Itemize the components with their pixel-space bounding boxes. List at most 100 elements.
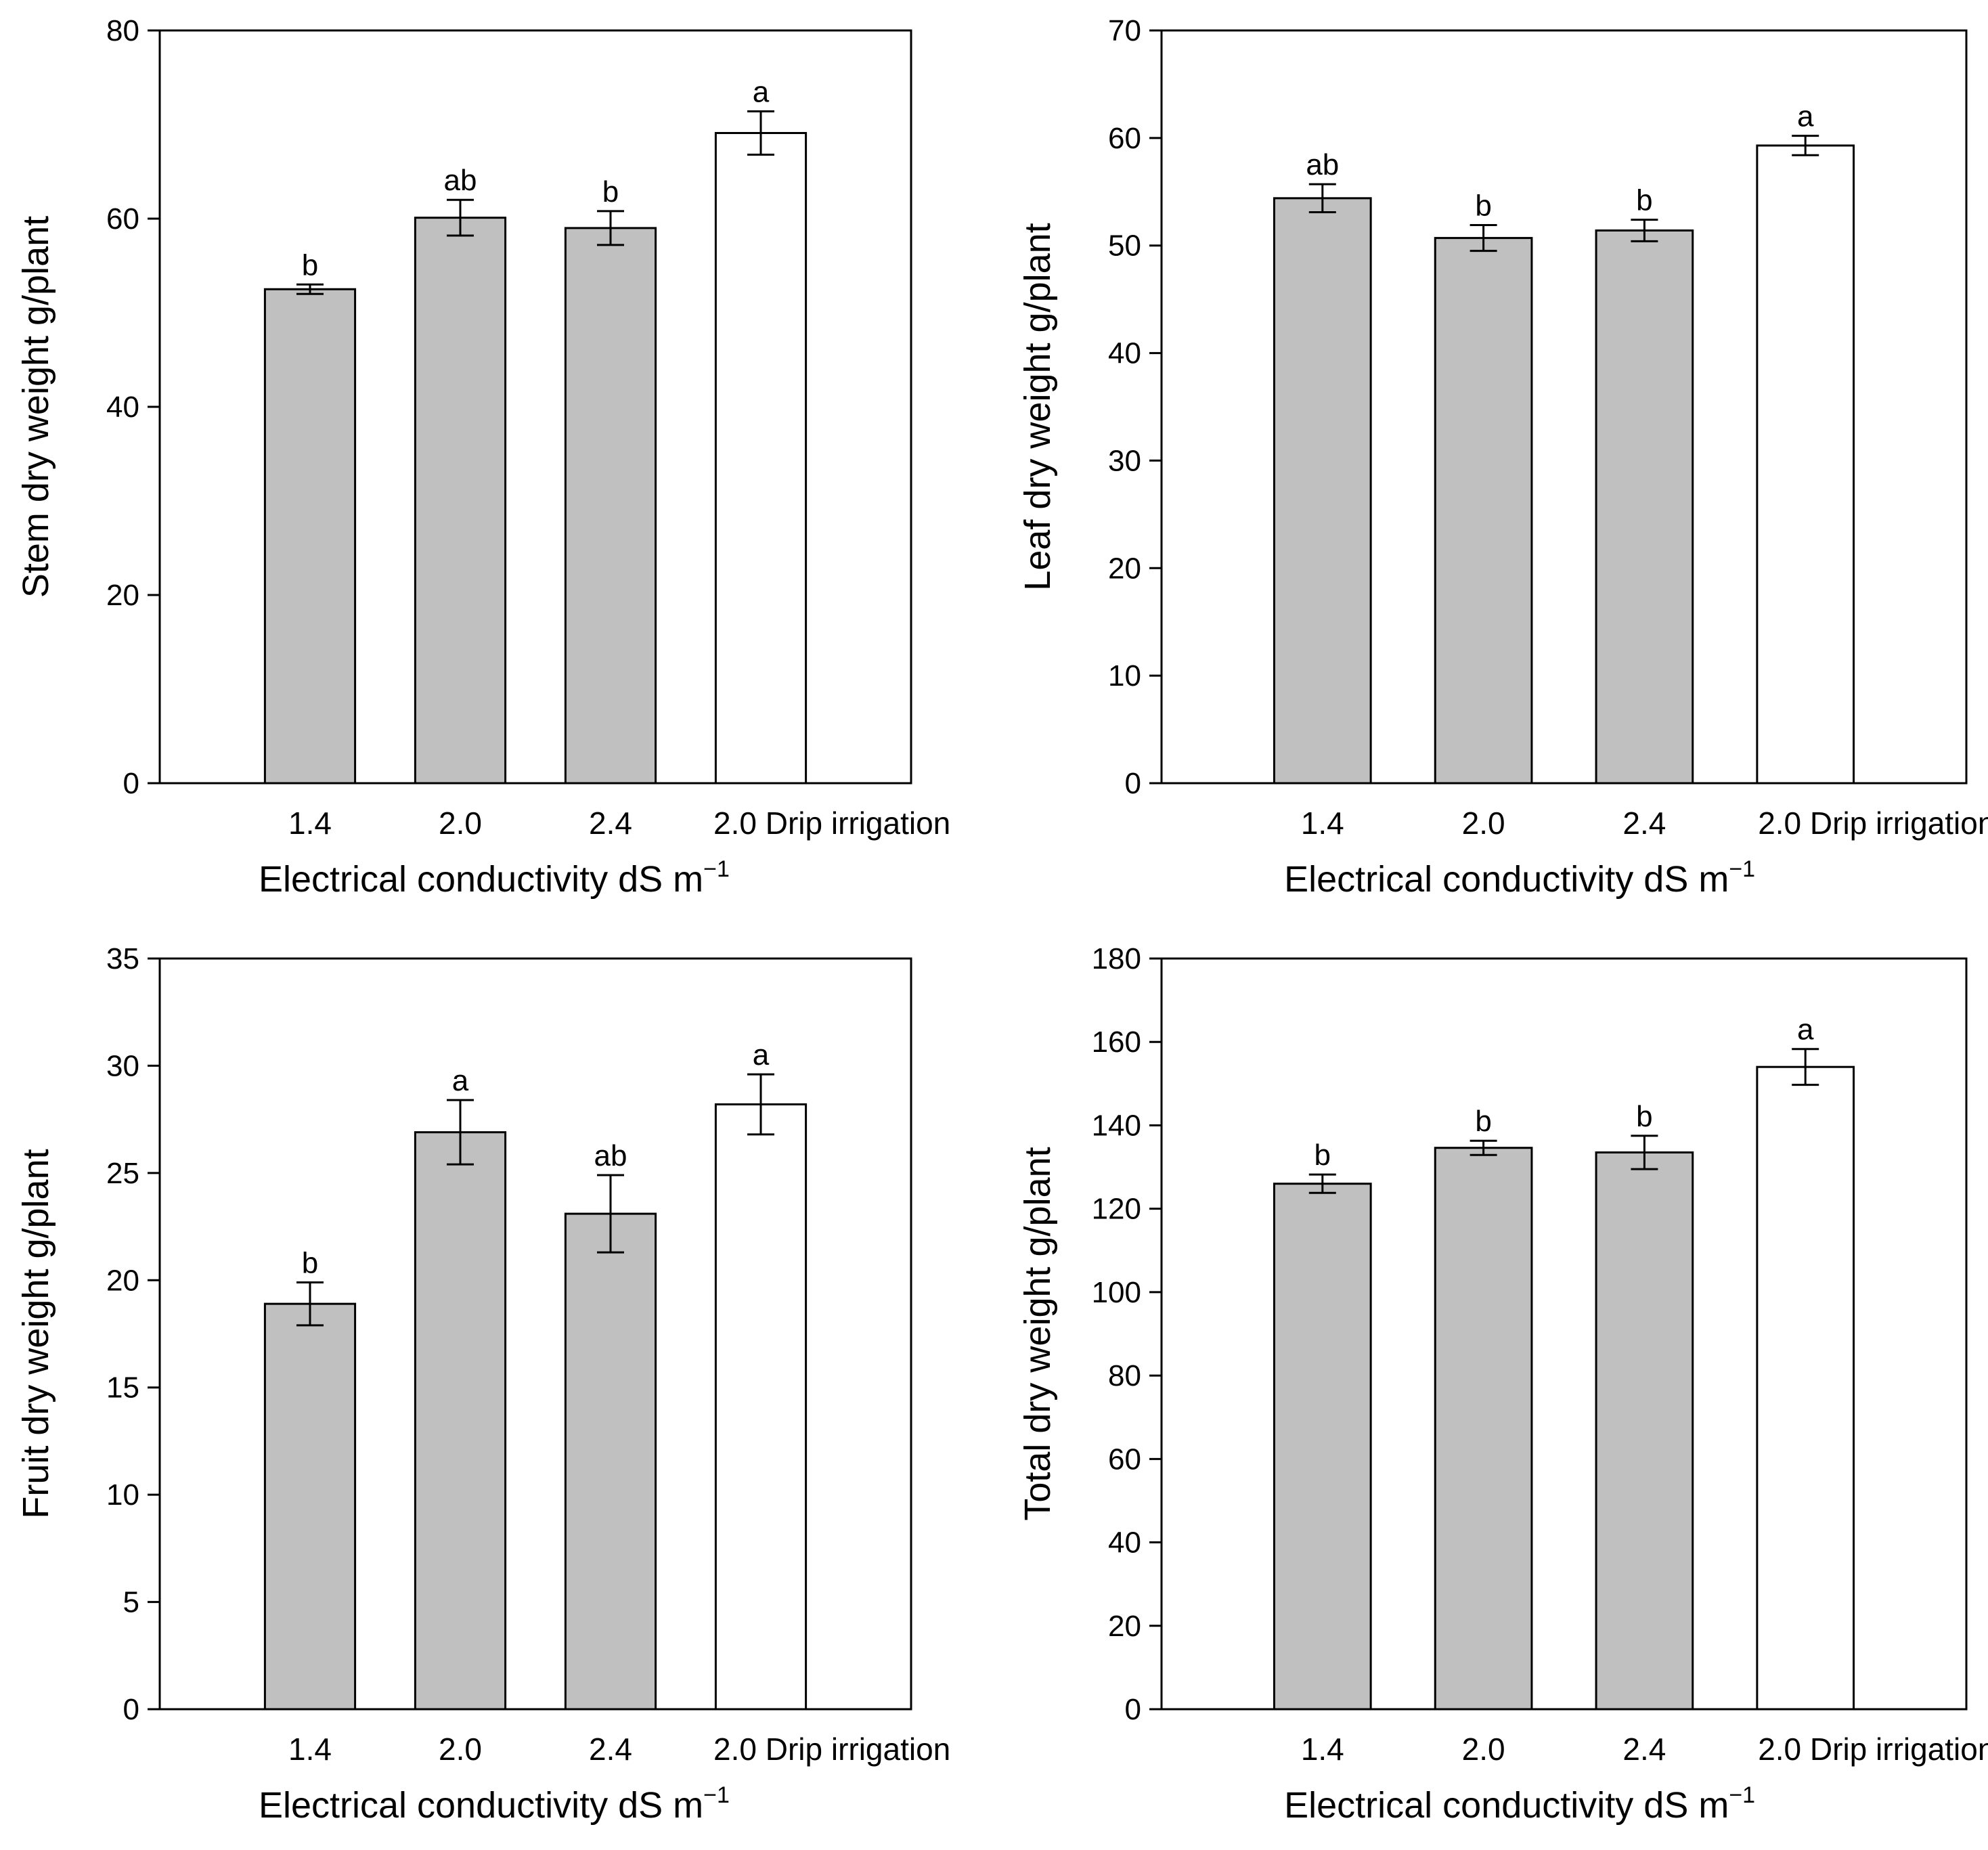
x-tick-label: 1.4	[288, 806, 332, 841]
plot-frame	[1160, 29, 1968, 785]
x-tick-label: 2.0	[1462, 1732, 1505, 1767]
x-tick-label: 2.4	[589, 806, 632, 841]
y-tick-label: 50	[1108, 229, 1141, 263]
x-tick-label: 2.0	[439, 806, 482, 841]
y-axis-title: Stem dry weight g/plant	[16, 216, 56, 598]
x-tick-label: 2.0 Drip irrigation	[713, 806, 950, 841]
bar	[1756, 144, 1855, 785]
significance-letter: a	[452, 1064, 469, 1097]
y-tick-label: 40	[1108, 1526, 1141, 1560]
error-bar	[747, 110, 774, 156]
x-tick-label: 2.4	[589, 1732, 632, 1767]
error-bar	[1792, 1048, 1819, 1086]
y-tick-label: 25	[106, 1157, 139, 1190]
y-tick-label: 160	[1092, 1026, 1141, 1059]
significance-letter: b	[1475, 190, 1491, 223]
significance-letter: b	[1475, 1105, 1491, 1138]
x-tick-label: 2.4	[1622, 806, 1666, 841]
bar	[714, 132, 808, 785]
y-axis-title: Fruit dry weight g/plant	[16, 1149, 56, 1518]
y-tick-label: 0	[123, 767, 139, 800]
significance-letter: ab	[1306, 148, 1339, 181]
y-tick-label: 10	[1108, 659, 1141, 692]
significance-letter: ab	[594, 1139, 627, 1172]
x-tick-label: 2.0	[1462, 806, 1505, 841]
y-tick-label: 120	[1092, 1193, 1141, 1226]
error-bar	[1631, 219, 1658, 242]
y-tick-label: 40	[1108, 337, 1141, 370]
y-tick-label: 60	[1108, 122, 1141, 155]
bar	[1273, 197, 1372, 785]
bar	[1434, 1147, 1533, 1711]
bar	[1595, 229, 1694, 785]
significance-letter: a	[753, 76, 770, 109]
significance-letter: b	[302, 1246, 318, 1279]
plot-frame	[158, 957, 912, 1711]
bar	[263, 1302, 357, 1711]
panel-total: b 1.4 b 2.0 b 2.4 a 2.0 Drip irrigation 0 20 40 60 8…	[1017, 942, 1988, 1826]
x-tick-label: 2.4	[1622, 1732, 1666, 1767]
y-tick-label: 20	[1108, 552, 1141, 585]
bar	[1595, 1151, 1694, 1711]
y-tick-label: 80	[106, 14, 139, 47]
bar	[414, 217, 507, 785]
error-bar	[447, 198, 474, 237]
bar	[1756, 1065, 1855, 1711]
bar	[564, 227, 657, 785]
significance-letter: b	[1315, 1139, 1331, 1172]
y-tick-label: 5	[123, 1586, 139, 1619]
x-tick-label: 2.0 Drip irrigation	[1758, 806, 1988, 841]
y-tick-label: 0	[1125, 1693, 1141, 1726]
bar	[414, 1131, 507, 1711]
y-tick-label: 100	[1092, 1276, 1141, 1309]
x-tick-label: 1.4	[288, 1732, 332, 1767]
error-bar	[296, 1281, 324, 1327]
y-tick-label: 0	[1125, 767, 1141, 800]
y-tick-label: 40	[106, 391, 139, 424]
error-bar	[447, 1099, 474, 1166]
y-tick-label: 80	[1108, 1359, 1141, 1392]
y-axis-title: Leaf dry weight g/plant	[1017, 223, 1058, 590]
x-tick-label: 1.4	[1301, 806, 1344, 841]
error-bar	[1631, 1135, 1658, 1170]
error-bar	[597, 1174, 624, 1254]
significance-letter: a	[1797, 100, 1814, 133]
significance-letter: ab	[444, 164, 477, 197]
plot-frame	[1160, 957, 1968, 1711]
significance-letter: b	[1636, 184, 1652, 217]
panel-leaf: ab 1.4 b 2.0 b 2.4 a 2.0 Drip irrigation 0 10 20 30…	[1017, 14, 1988, 900]
error-bar	[296, 283, 324, 295]
y-axis-title: Total dry weight g/plant	[1017, 1147, 1058, 1520]
significance-letter: a	[1797, 1013, 1814, 1047]
bar	[564, 1212, 657, 1711]
bar	[714, 1103, 808, 1711]
panel-stem: b 1.4 ab 2.0 b 2.4 a 2.0 Drip irrigation 0 20 40 60…	[16, 14, 950, 900]
x-axis-title: Electrical conductivity dS m−1	[1284, 856, 1755, 900]
error-bar	[1470, 1139, 1497, 1156]
y-tick-label: 15	[106, 1371, 139, 1405]
y-tick-label: 60	[1108, 1442, 1141, 1476]
x-tick-label: 1.4	[1301, 1732, 1344, 1767]
y-tick-label: 0	[123, 1693, 139, 1726]
x-tick-label: 2.0 Drip irrigation	[1758, 1732, 1988, 1767]
bar	[263, 288, 357, 785]
y-tick-label: 70	[1108, 14, 1141, 47]
significance-letter: b	[302, 248, 318, 282]
error-bar	[1470, 224, 1497, 252]
bar	[1273, 1183, 1372, 1711]
y-tick-label: 60	[106, 202, 139, 236]
y-tick-label: 20	[106, 1264, 139, 1297]
significance-letter: a	[753, 1038, 770, 1072]
y-tick-label: 30	[106, 1049, 139, 1082]
y-tick-label: 30	[1108, 444, 1141, 477]
y-tick-label: 180	[1092, 942, 1141, 975]
x-axis-title: Electrical conductivity dS m−1	[1284, 1782, 1755, 1826]
x-axis-title: Electrical conductivity dS m−1	[259, 1782, 730, 1826]
y-tick-label: 20	[106, 579, 139, 612]
significance-letter: b	[1636, 1100, 1652, 1133]
error-bar	[747, 1073, 774, 1136]
x-tick-label: 2.0	[439, 1732, 482, 1767]
significance-letter: b	[602, 175, 619, 208]
y-tick-label: 140	[1092, 1109, 1141, 1142]
panel-fruit: b 1.4 a 2.0 ab 2.4 a 2.0 Drip irrigation 0 5 10 15 2…	[16, 942, 950, 1826]
